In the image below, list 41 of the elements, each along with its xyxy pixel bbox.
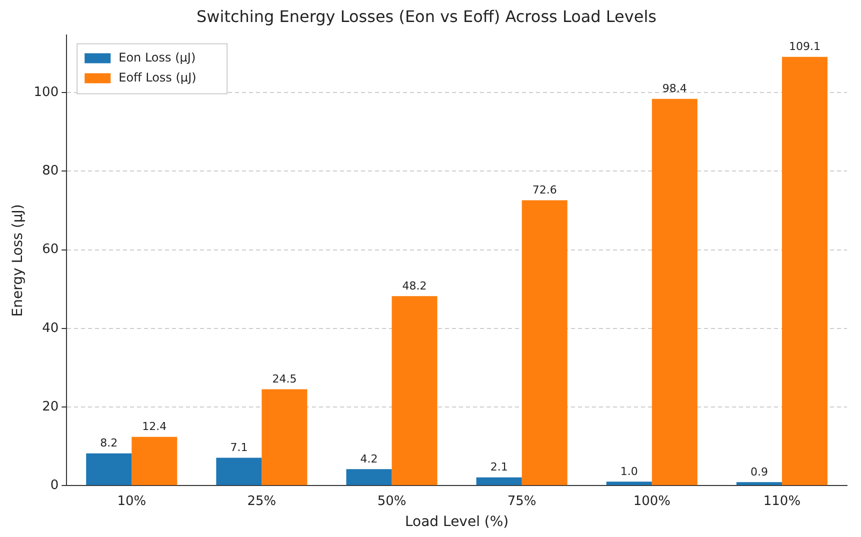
data-label: 98.4 — [662, 82, 687, 96]
y-tick-label: 60 — [42, 242, 59, 258]
data-label: 109.1 — [788, 40, 820, 54]
bar — [86, 453, 132, 486]
data-label: 24.5 — [272, 372, 297, 386]
bar — [216, 458, 262, 486]
bar — [736, 482, 782, 486]
x-tick-label: 10% — [117, 494, 146, 509]
y-tick-label: 40 — [42, 320, 59, 336]
bar — [652, 98, 698, 486]
bar — [782, 56, 828, 486]
x-tick-label: 25% — [247, 494, 276, 509]
legend-label: Eon Loss (μJ) — [118, 50, 196, 64]
data-label: 0.9 — [750, 465, 768, 478]
bar — [606, 482, 652, 486]
y-tick-label: 0 — [50, 478, 59, 493]
chart-title: Switching Energy Losses (Eon vs Eoff) Across Load Levels — [196, 6, 656, 26]
data-label: 1.0 — [620, 465, 638, 478]
bar — [476, 477, 522, 486]
bar — [392, 296, 438, 486]
x-tick-label: 100% — [633, 494, 670, 509]
x-tick-label: 75% — [507, 494, 536, 509]
x-tick-label: 110% — [763, 494, 801, 509]
data-label: 7.1 — [230, 441, 248, 454]
data-label: 8.2 — [100, 436, 118, 450]
legend-label: Eoff Loss (μJ) — [118, 70, 196, 84]
data-label: 4.2 — [360, 452, 378, 466]
y-tick-label: 20 — [42, 399, 59, 414]
bar — [522, 200, 568, 486]
x-tick-label: 50% — [377, 494, 406, 509]
y-tick-label: 80 — [42, 164, 59, 179]
data-label: 12.4 — [142, 420, 167, 434]
y-tick-label: 100 — [34, 84, 59, 100]
x-axis-title: Load Level (%) — [404, 514, 509, 530]
data-label: 48.2 — [402, 280, 427, 293]
bar — [262, 389, 308, 486]
bar — [346, 469, 392, 486]
y-axis-title: Energy Loss (μJ) — [10, 204, 26, 317]
data-label: 72.6 — [532, 184, 557, 197]
bar — [132, 436, 178, 486]
data-label: 2.1 — [490, 460, 508, 474]
